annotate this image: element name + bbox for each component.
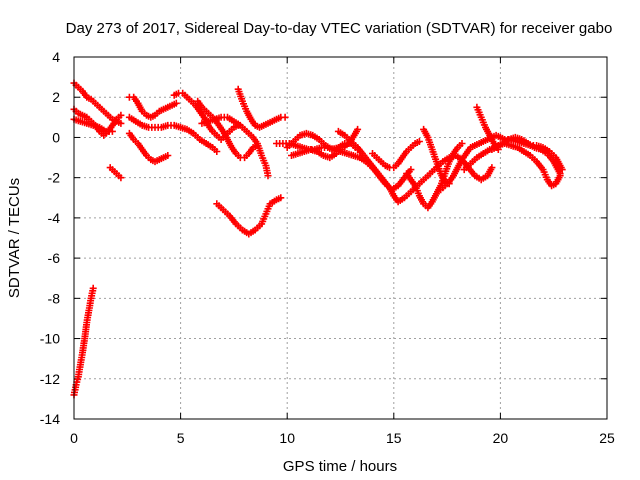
y-tick-label: 4 <box>52 49 60 65</box>
y-tick-label: 2 <box>52 89 60 105</box>
series-pass-13 <box>70 284 97 399</box>
y-tick-label: -12 <box>40 371 60 387</box>
data-point <box>354 125 362 133</box>
series-pass-10 <box>198 113 272 180</box>
series-pass-4 <box>106 164 125 182</box>
series-pass-8 <box>170 89 242 143</box>
data-point <box>172 99 180 107</box>
series-pass-9 <box>194 97 261 162</box>
x-tick-label: 0 <box>70 430 78 446</box>
series-pass-24 <box>460 133 564 178</box>
data-points <box>70 79 566 399</box>
series-pass-6 <box>125 113 221 155</box>
y-tick-label: -6 <box>48 250 61 266</box>
x-tick-label: 10 <box>279 430 295 446</box>
series-pass-20 <box>437 131 566 194</box>
y-axis-label: SDTVAR / TECUs <box>6 178 23 298</box>
series-pass-7 <box>125 129 172 166</box>
data-point <box>164 152 172 159</box>
series-pass-19 <box>403 140 466 212</box>
y-tick-label: -4 <box>48 210 61 226</box>
data-point <box>488 164 496 172</box>
series-pass-5 <box>125 93 180 121</box>
y-axis: -14 -12 -10 -8 -6 -4 -2 0 2 4 <box>40 49 607 427</box>
y-tick-label: -8 <box>48 290 61 306</box>
data-point <box>264 172 272 180</box>
data-point <box>117 174 125 182</box>
y-tick-label: 0 <box>52 129 60 145</box>
data-point <box>117 111 125 119</box>
y-tick-label: -10 <box>40 331 60 347</box>
x-tick-label: 20 <box>493 430 509 446</box>
grid-lines <box>74 57 607 419</box>
series-pass-21 <box>420 125 453 188</box>
data-point <box>117 119 125 127</box>
data-point <box>213 148 221 155</box>
plot-frame <box>73 56 608 420</box>
data-point <box>415 138 423 145</box>
data-point <box>407 166 415 174</box>
data-point <box>281 113 289 121</box>
data-point <box>277 194 285 202</box>
x-axis-label: GPS time / hours <box>283 458 397 475</box>
series-pass-18 <box>369 138 423 172</box>
data-point <box>108 127 116 135</box>
x-tick-label: 15 <box>386 430 402 446</box>
series-pass-12 <box>213 194 285 238</box>
chart-title: Day 273 of 2017, Sidereal Day-to-day VTE… <box>66 20 613 37</box>
series-pass-11 <box>234 85 289 131</box>
data-point <box>89 284 97 292</box>
data-point <box>458 140 466 147</box>
data-point <box>556 170 564 178</box>
y-tick-label: -2 <box>48 170 61 186</box>
x-tick-label: 25 <box>599 430 615 446</box>
x-tick-label: 5 <box>177 430 185 446</box>
y-tick-label: -14 <box>40 411 60 427</box>
data-point <box>445 180 453 188</box>
